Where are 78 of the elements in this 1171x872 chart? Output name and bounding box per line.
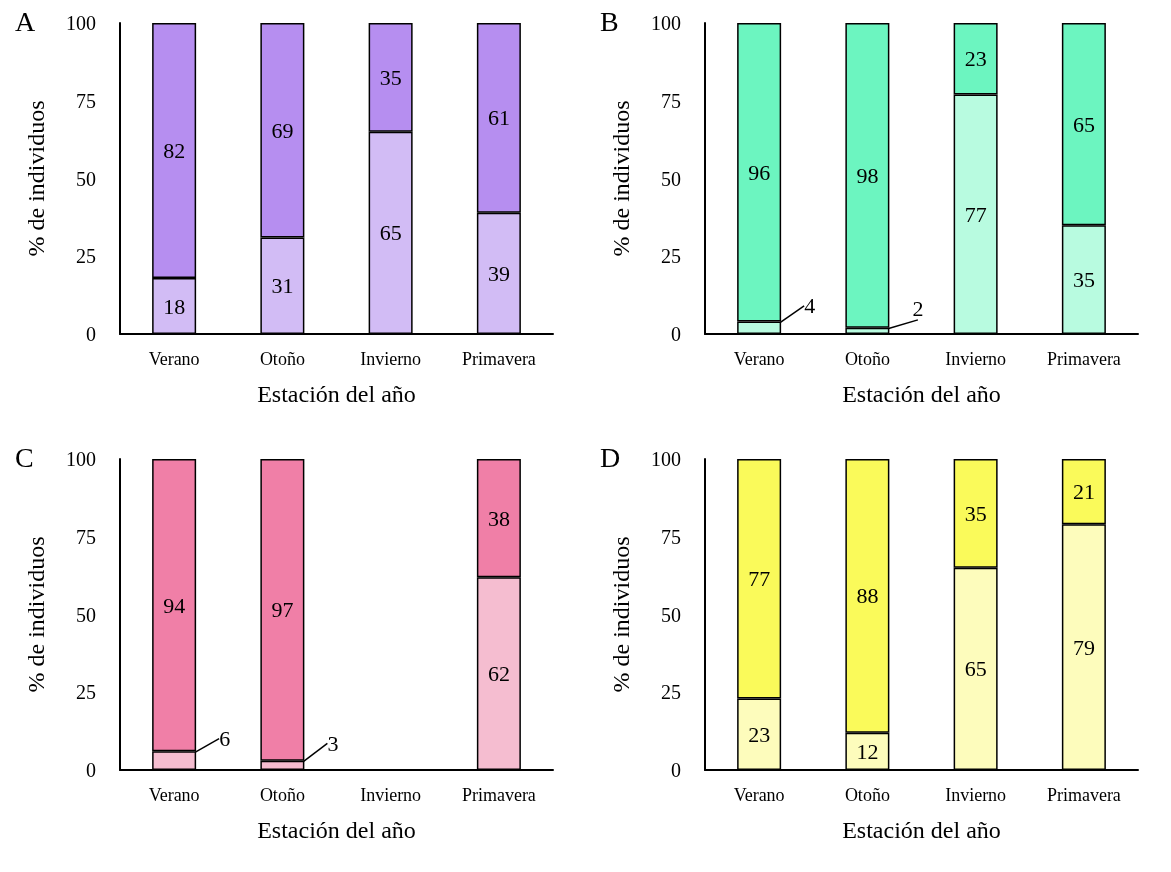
x-tick-label: Invierno (945, 349, 1007, 369)
y-tick-label: 0 (671, 323, 681, 345)
x-tick-label: Verano (733, 785, 785, 805)
x-tick-label: Primavera (1046, 785, 1121, 805)
y-axis-title: % de individuos (608, 536, 634, 693)
x-axis-title: Estación del año (257, 817, 416, 843)
data-label: 35 (964, 500, 987, 526)
y-tick-label: 0 (671, 759, 681, 781)
chart-title: B (600, 5, 619, 37)
data-label: 77 (748, 566, 771, 592)
y-tick-label: 50 (661, 167, 681, 190)
data-label: 65 (379, 220, 402, 246)
y-tick-label: 0 (86, 759, 96, 781)
x-tick-label: Primavera (461, 785, 536, 805)
data-label: 18 (163, 293, 186, 319)
x-axis-title: Estación del año (257, 381, 416, 407)
chart-title: A (15, 5, 36, 37)
data-label: 2 (912, 296, 924, 322)
y-tick-label: 25 (76, 681, 96, 704)
y-tick-label: 100 (651, 448, 681, 470)
data-label: 62 (487, 661, 510, 687)
data-label: 94 (163, 592, 186, 618)
y-tick-label: 100 (66, 12, 96, 34)
x-axis-title: Estación del año (842, 817, 1001, 843)
data-label: 97 (271, 597, 294, 623)
x-tick-label: Invierno (945, 785, 1007, 805)
data-label: 65 (964, 656, 987, 682)
data-label: 21 (1072, 479, 1095, 505)
data-label: 4 (804, 293, 816, 319)
data-label: 35 (1072, 267, 1095, 293)
y-tick-label: 75 (661, 525, 681, 548)
x-axis-title: Estación del año (842, 381, 1001, 407)
x-tick-label: Primavera (1046, 349, 1121, 369)
y-tick-label: 75 (76, 89, 96, 112)
data-label: 39 (487, 260, 510, 286)
chart-title: D (600, 441, 621, 473)
data-label: 65 (1072, 111, 1095, 137)
y-axis-title: % de individuos (23, 100, 49, 257)
x-tick-label: Otoño (259, 785, 305, 805)
data-label: 23 (964, 46, 987, 72)
x-tick-label: Verano (733, 349, 785, 369)
y-tick-label: 50 (76, 167, 96, 190)
x-tick-label: Otoño (259, 349, 305, 369)
data-label: 12 (856, 738, 879, 764)
x-tick-label: Invierno (360, 349, 422, 369)
data-label: 38 (487, 505, 510, 531)
x-tick-label: Otoño (844, 349, 890, 369)
x-tick-label: Verano (148, 349, 200, 369)
x-tick-label: Verano (148, 785, 200, 805)
data-label: 77 (964, 201, 987, 227)
data-label: 3 (327, 730, 339, 756)
data-label: 88 (856, 583, 879, 609)
data-label: 61 (487, 105, 510, 131)
chart-title: C (15, 441, 34, 473)
y-axis-title: % de individuos (608, 100, 634, 257)
y-tick-label: 50 (661, 603, 681, 626)
data-label: 79 (1072, 634, 1095, 660)
data-label: 23 (748, 721, 771, 747)
data-label: 31 (271, 273, 294, 299)
data-label: 98 (856, 162, 879, 188)
y-tick-label: 50 (76, 603, 96, 626)
data-label: 6 (219, 726, 231, 752)
y-tick-label: 100 (66, 448, 96, 470)
y-tick-label: 100 (651, 12, 681, 34)
x-tick-label: Invierno (360, 785, 422, 805)
y-tick-label: 75 (661, 89, 681, 112)
data-label: 82 (163, 138, 186, 164)
y-tick-label: 25 (76, 245, 96, 268)
data-label: 35 (379, 64, 402, 90)
y-tick-label: 0 (86, 323, 96, 345)
y-tick-label: 25 (661, 681, 681, 704)
x-tick-label: Primavera (461, 349, 536, 369)
x-tick-label: Otoño (844, 785, 890, 805)
data-label: 69 (271, 117, 294, 143)
y-axis-title: % de individuos (23, 536, 49, 693)
y-tick-label: 25 (661, 245, 681, 268)
data-label: 96 (748, 159, 771, 185)
y-tick-label: 75 (76, 525, 96, 548)
